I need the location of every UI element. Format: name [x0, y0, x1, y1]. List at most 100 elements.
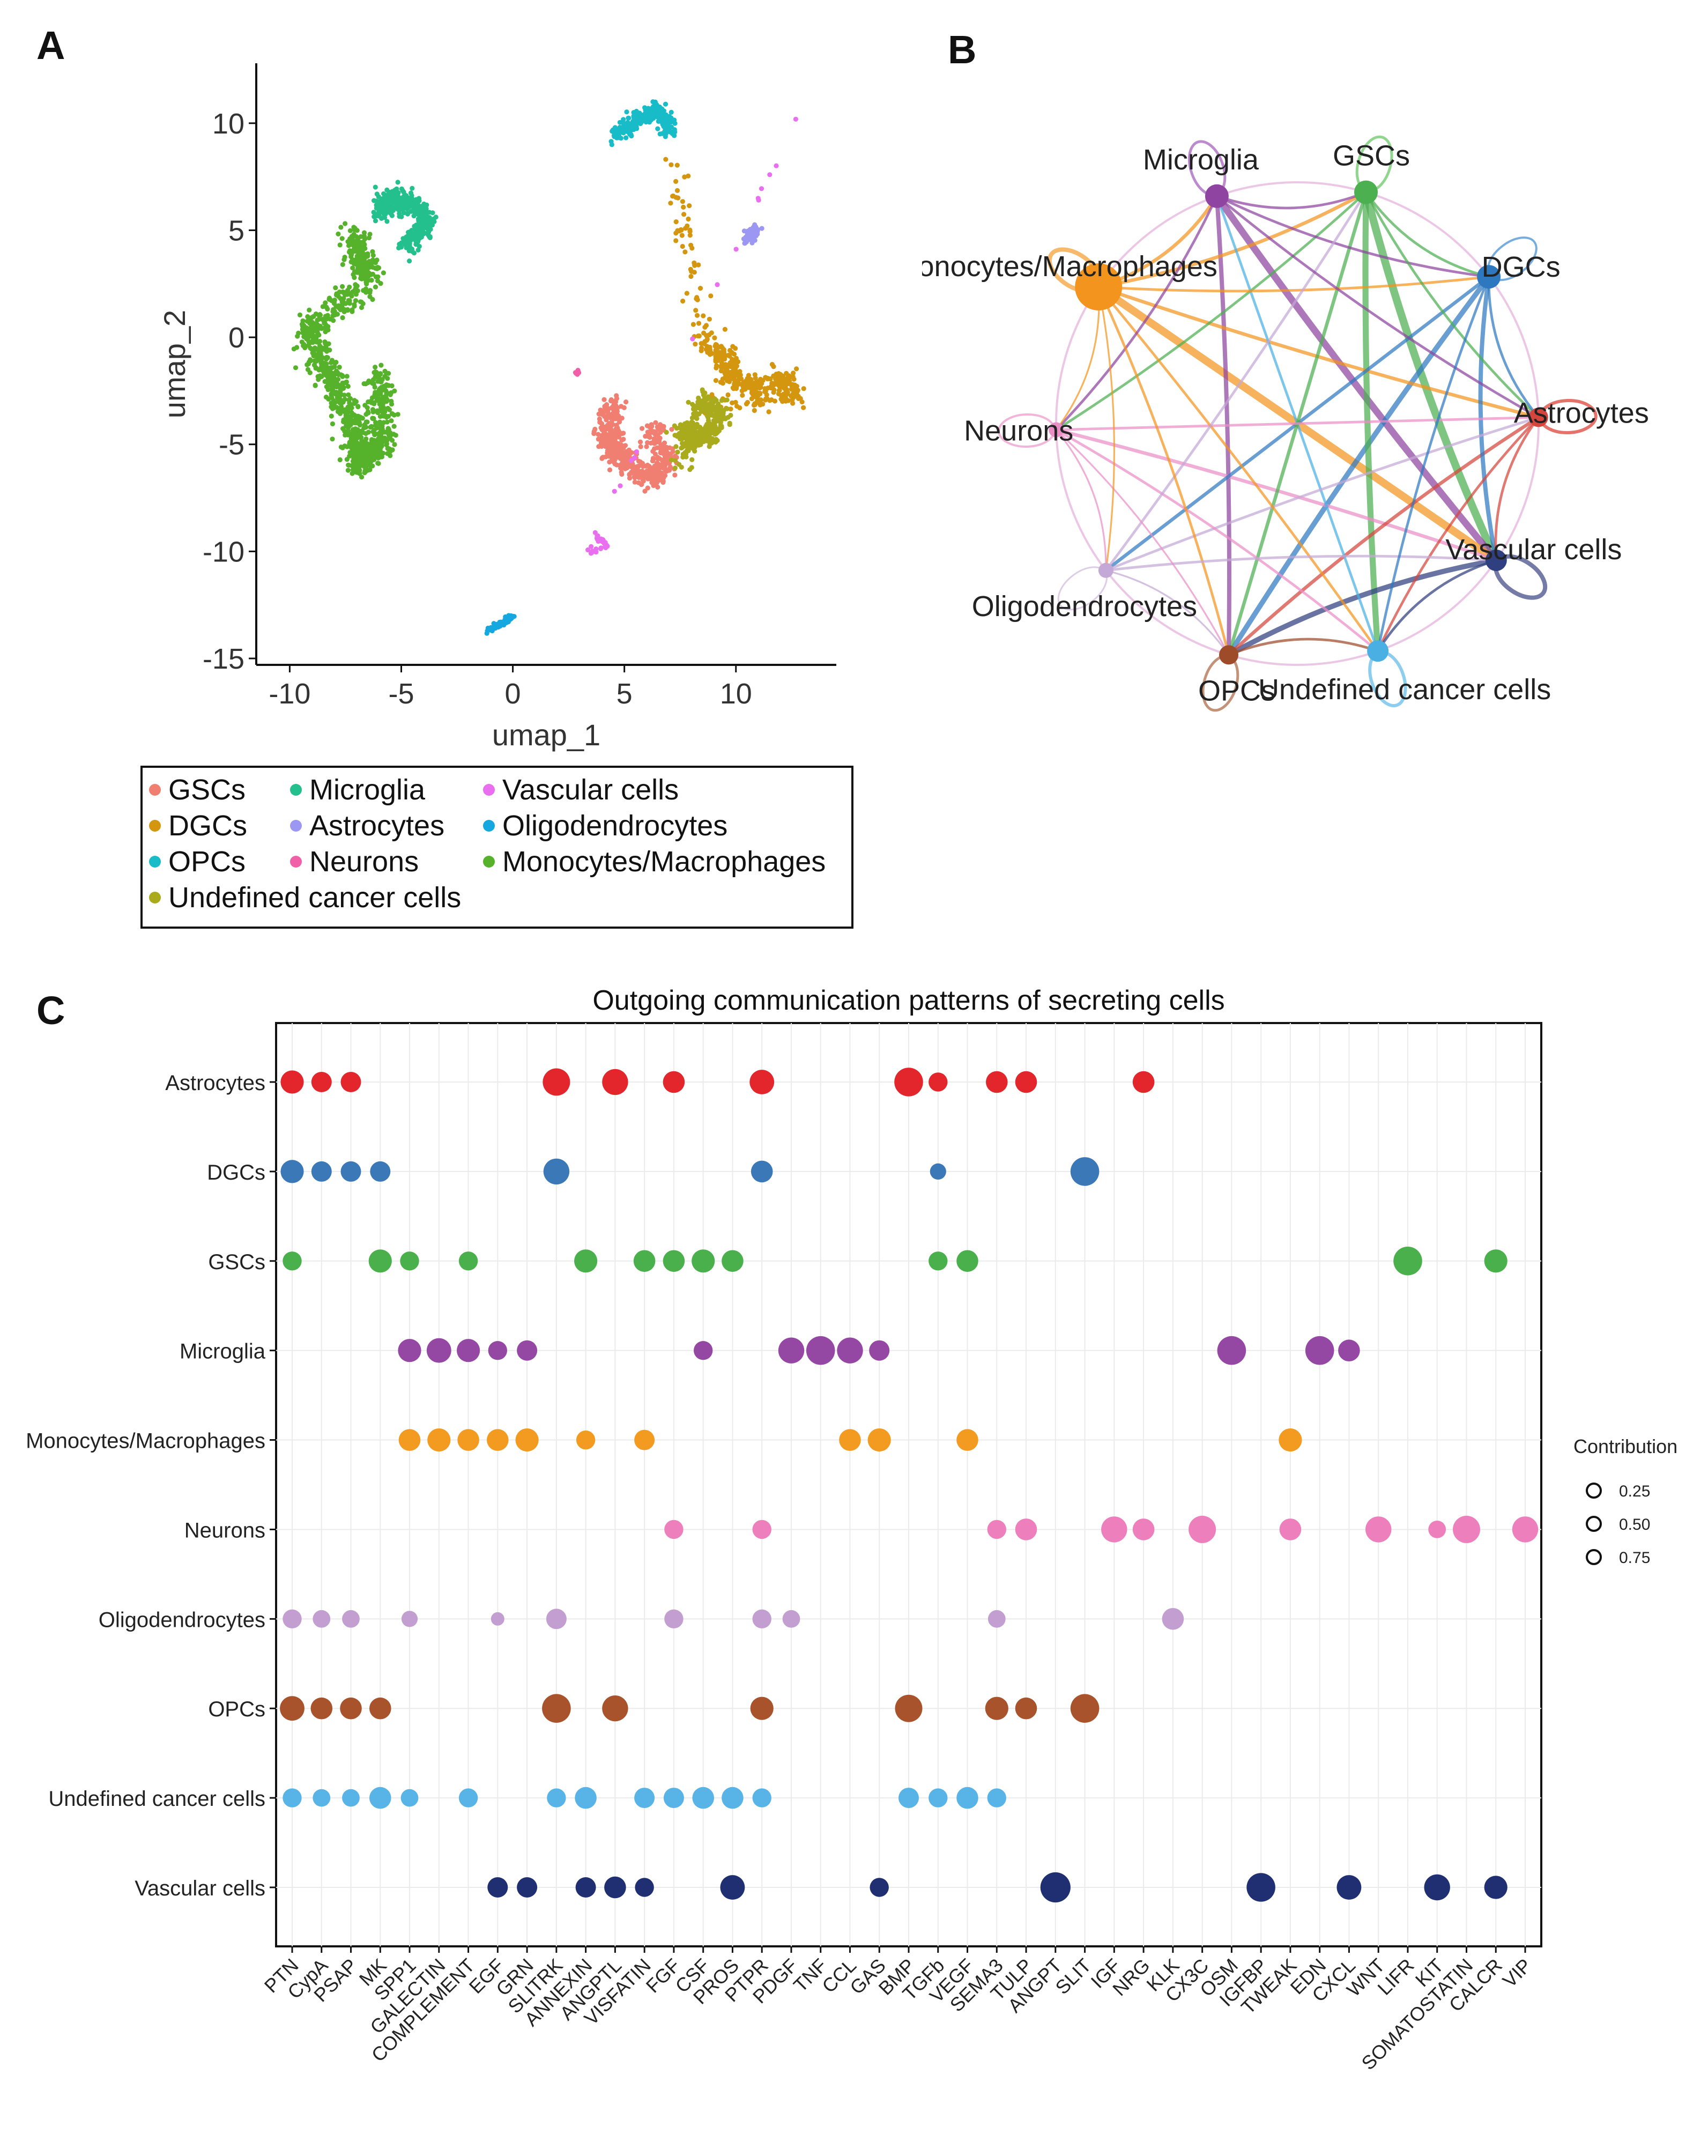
umap-point: [707, 316, 712, 322]
dotplot-point: [280, 1696, 305, 1721]
umap-point: [412, 226, 418, 231]
umap-x-axis-title: umap_1: [492, 718, 600, 752]
umap-point: [631, 120, 637, 125]
umap-point: [311, 362, 317, 368]
umap-point: [623, 456, 629, 462]
umap-point: [385, 426, 391, 431]
dotplot-point: [749, 1070, 775, 1094]
umap-point: [359, 455, 364, 461]
umap-point: [396, 195, 402, 200]
umap-point: [389, 383, 395, 389]
umap-point: [648, 440, 654, 446]
network-label-neurons: Neurons: [964, 415, 1073, 447]
umap-point: [380, 424, 385, 429]
umap-point: [778, 392, 784, 398]
dotplot-point: [895, 1694, 923, 1722]
dotplot-point: [342, 1610, 360, 1628]
umap-point: [499, 619, 504, 625]
umap-point: [663, 451, 669, 456]
network-edge: [1376, 416, 1540, 652]
umap-point: [350, 237, 355, 242]
dotplot-point: [1015, 1697, 1037, 1720]
umap-point: [744, 401, 749, 407]
dotplot-point: [837, 1337, 863, 1364]
legend-swatch: [149, 819, 161, 832]
umap-point: [373, 184, 378, 190]
umap-point: [700, 436, 706, 442]
legend-label: Undefined cancer cells: [168, 881, 462, 914]
umap-point: [707, 332, 712, 338]
umap-point: [352, 227, 357, 232]
dotplot-point: [929, 1072, 948, 1092]
legend-swatch: [290, 783, 302, 796]
network-edge: [1056, 428, 1379, 653]
umap-point: [361, 288, 366, 293]
dotplot-point: [340, 1072, 361, 1092]
dotplot-row-label: GSCs: [208, 1250, 265, 1274]
umap-point: [326, 381, 331, 386]
dotplot-point: [280, 1160, 304, 1183]
dotplot-point: [491, 1612, 504, 1626]
umap-point: [624, 109, 629, 115]
umap-point: [392, 190, 397, 196]
legend-label: Oligodendrocytes: [502, 810, 728, 842]
umap-point: [638, 444, 643, 449]
dotplot-point: [517, 1340, 538, 1361]
umap-point: [320, 367, 325, 372]
umap-point: [350, 436, 355, 441]
dotplot-point: [458, 1788, 478, 1807]
dotplot-point: [426, 1338, 451, 1363]
umap-point: [378, 379, 384, 384]
dotplot-point: [987, 1520, 1007, 1539]
umap-point: [697, 286, 703, 291]
dotplot-point: [576, 1430, 596, 1450]
umap-point: [792, 393, 798, 398]
umap-cluster-neurons: [573, 368, 582, 377]
network-edge: [1216, 195, 1539, 419]
umap-point: [323, 329, 328, 335]
umap-point: [694, 416, 700, 421]
umap-point: [635, 464, 640, 469]
umap-point: [693, 342, 698, 347]
umap-point: [335, 376, 341, 382]
umap-point: [349, 418, 354, 423]
umap-cluster-undefined-cancer-cells: [664, 387, 733, 472]
umap-point: [415, 216, 421, 221]
umap-point: [485, 625, 491, 631]
umap-point: [345, 429, 350, 434]
umap-point: [685, 223, 690, 228]
umap-point: [669, 109, 674, 115]
umap-point: [327, 347, 332, 353]
umap-point: [415, 247, 421, 253]
umap-point: [508, 616, 513, 621]
umap-point: [696, 321, 702, 326]
umap-point: [311, 350, 316, 355]
dotplot-point: [283, 1788, 302, 1807]
legend-item-neurons: Neurons: [290, 845, 419, 878]
umap-point: [378, 281, 383, 286]
network-edge: [1098, 275, 1489, 293]
umap-point: [672, 423, 677, 428]
umap-point: [615, 405, 620, 411]
dotplot-point: [457, 1429, 479, 1451]
umap-point: [619, 443, 625, 448]
umap-point: [353, 419, 358, 424]
legend-swatch: [290, 819, 302, 832]
legend-swatch: [483, 819, 495, 832]
umap-point: [650, 105, 655, 110]
umap-point: [666, 122, 671, 128]
network-node-microglia: [1205, 184, 1229, 208]
umap-point: [669, 457, 674, 463]
umap-point: [339, 236, 345, 241]
umap-point: [299, 339, 305, 345]
umap-point: [417, 198, 422, 203]
umap-point: [619, 471, 625, 477]
umap-point: [362, 236, 368, 242]
umap-point: [373, 420, 378, 425]
umap-point: [345, 411, 350, 417]
umap-point: [366, 378, 372, 384]
umap-point: [324, 370, 330, 375]
umap-point: [353, 298, 359, 303]
umap-point: [349, 293, 354, 299]
umap-point: [317, 353, 322, 358]
